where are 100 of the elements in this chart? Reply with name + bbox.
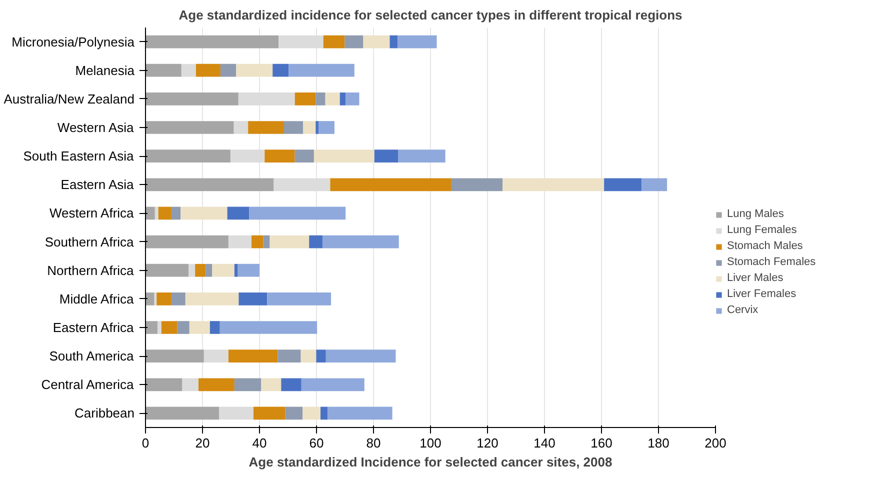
bar	[264, 150, 295, 162]
bar	[146, 264, 189, 277]
y-tick-label: Melanesia	[75, 62, 136, 78]
legend-label: Liver Males	[727, 271, 784, 285]
bar	[146, 178, 274, 192]
bar	[314, 150, 374, 162]
bar	[322, 235, 399, 248]
bar	[642, 178, 668, 192]
bar	[146, 321, 158, 334]
bar	[278, 35, 324, 48]
bar	[604, 178, 642, 192]
x-tick-label: 40	[252, 436, 267, 450]
bar	[171, 292, 186, 306]
bar	[146, 235, 228, 248]
y-tick-label: Northern Africa	[47, 262, 135, 278]
bar	[303, 121, 316, 134]
bar	[284, 121, 304, 134]
bar	[323, 35, 345, 48]
bar	[171, 206, 181, 220]
bar	[398, 150, 446, 162]
bar	[157, 321, 162, 334]
bar	[346, 92, 360, 106]
bar	[252, 235, 264, 248]
bar	[451, 178, 503, 192]
bar	[146, 35, 279, 48]
x-tick-label: 200	[704, 436, 726, 450]
y-tick-label: Caribbean	[74, 406, 135, 421]
bar	[398, 35, 437, 48]
bar	[185, 292, 239, 306]
bar	[146, 378, 182, 392]
y-tick-label: Australia/New Zealand	[4, 91, 135, 106]
bar	[238, 92, 295, 106]
bar	[263, 235, 270, 248]
bar	[234, 121, 248, 134]
bar	[288, 64, 354, 77]
bar	[294, 92, 316, 106]
bar	[189, 321, 210, 334]
bar	[309, 235, 323, 248]
bar	[182, 378, 199, 392]
bar	[146, 350, 204, 362]
x-tick-label: 60	[309, 436, 324, 450]
y-tick-label: Western Africa	[49, 206, 135, 221]
x-tick-label: 100	[420, 436, 442, 450]
bar	[238, 264, 260, 277]
bar	[270, 235, 310, 248]
x-tick-label: 140	[534, 436, 556, 450]
y-tick-label: Southern Africa	[44, 234, 135, 250]
bar	[146, 206, 155, 220]
x-tick-label: 20	[195, 436, 210, 450]
legend-label: Stomach Females	[727, 255, 816, 269]
bar	[363, 35, 390, 48]
bar	[158, 206, 172, 220]
x-tick-label: 120	[476, 436, 498, 450]
bar	[146, 292, 154, 306]
bar	[374, 150, 398, 162]
bar	[294, 150, 314, 162]
bar	[285, 406, 303, 420]
bar	[156, 292, 172, 306]
bar	[330, 178, 452, 192]
y-tick-label: Central America	[41, 377, 135, 392]
bar	[390, 35, 398, 48]
bar	[180, 206, 228, 220]
bar	[146, 64, 182, 77]
bar	[234, 264, 238, 277]
bar	[146, 406, 220, 420]
bar	[220, 321, 318, 334]
bar	[204, 350, 228, 362]
bar	[161, 321, 178, 334]
bar	[316, 121, 319, 134]
bar	[177, 321, 190, 334]
bar	[238, 292, 268, 306]
bar	[230, 150, 265, 162]
x-tick-label: 160	[590, 436, 612, 450]
bar	[219, 406, 254, 420]
bar	[344, 35, 364, 48]
bar	[220, 64, 236, 77]
bar	[254, 406, 286, 420]
y-tick-label: South America	[49, 348, 135, 364]
bar	[261, 378, 282, 392]
legend-label: Cervix	[727, 303, 758, 317]
bar	[146, 150, 230, 162]
x-tick-label: 0	[142, 436, 150, 450]
bar	[212, 264, 234, 277]
bar	[316, 92, 326, 106]
bar	[274, 178, 330, 192]
bar	[146, 92, 238, 106]
bar	[195, 264, 206, 277]
bar	[198, 378, 234, 392]
legend-label: Stomach Males	[727, 239, 803, 253]
bar	[301, 378, 364, 392]
bar	[318, 121, 334, 134]
bar	[340, 92, 346, 106]
bar	[267, 292, 332, 306]
bar	[181, 64, 196, 77]
bar	[234, 378, 262, 392]
bar	[236, 64, 273, 77]
bar	[302, 406, 320, 420]
legend-label: Lung Females	[727, 223, 797, 237]
bar	[228, 235, 252, 248]
y-tick-label: Western Asia	[57, 120, 135, 135]
